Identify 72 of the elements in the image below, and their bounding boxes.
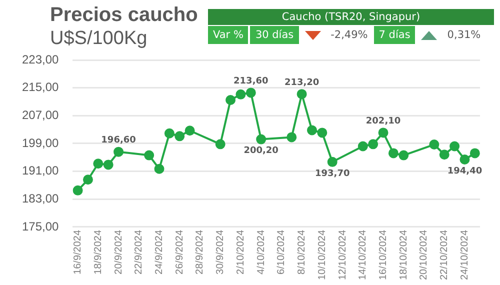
y-tick-label: 223,00 — [22, 52, 60, 66]
point — [82, 174, 93, 185]
x-tick-label: 16/10/2024 — [378, 230, 390, 280]
data-label: 194,40 — [447, 166, 482, 176]
point — [439, 150, 450, 160]
x-tick-label: 24/9/2024 — [154, 230, 166, 274]
x-tick-label: 14/10/2024 — [358, 230, 369, 280]
point — [103, 160, 114, 170]
x-tick-label: 22/10/2024 — [439, 230, 450, 280]
x-tick-label: 4/10/2024 — [256, 230, 267, 274]
x-tick-label: 12/10/2024 — [337, 230, 348, 280]
x-tick-label: 28/9/2024 — [194, 230, 206, 274]
y-tick-label: 199,00 — [22, 136, 60, 150]
data-label: 213,60 — [234, 76, 268, 87]
x-tick-label: 8/10/2024 — [296, 230, 308, 274]
point — [226, 95, 236, 105]
point — [174, 131, 185, 142]
point — [327, 156, 338, 167]
point — [368, 139, 378, 150]
point — [429, 140, 440, 150]
x-tick-label: 18/9/2024 — [92, 230, 104, 274]
y-tick-label: 175,00 — [22, 219, 60, 234]
point — [398, 150, 409, 160]
point — [144, 150, 154, 160]
point — [154, 164, 164, 174]
data-label: 196,60 — [101, 136, 136, 146]
text: 7 días — [374, 26, 416, 44]
data-label: 200,20 — [244, 146, 278, 156]
data-label: 213,20 — [284, 78, 320, 88]
point — [470, 148, 480, 158]
point — [256, 134, 266, 144]
point — [460, 154, 470, 164]
x-tick-label: 2/10/2024 — [235, 230, 246, 274]
point — [93, 158, 104, 169]
y-tick-label: 215,00 — [22, 80, 60, 94]
point — [296, 89, 307, 100]
point — [378, 128, 388, 138]
x-tick-label: 10/10/2024 — [316, 230, 328, 280]
chart-subtitle: U$S/100Kg — [50, 28, 148, 50]
x-tick-label: 22/9/2024 — [134, 230, 145, 274]
text: 0,31% — [446, 29, 482, 41]
y-tick-label: 207,00 — [22, 108, 60, 122]
point — [215, 139, 226, 150]
chart-title: Precios caucho — [50, 4, 198, 27]
x-tick-label: 26/9/2024 — [174, 230, 186, 274]
x-tick-label: 24/10/2024 — [459, 230, 470, 280]
data-label: 202,10 — [366, 116, 401, 127]
point — [246, 88, 256, 98]
x-tick-label: 30/9/2024 — [215, 230, 226, 274]
point — [358, 141, 368, 152]
x-tick-label: 16/9/2024 — [72, 230, 84, 274]
point — [286, 132, 297, 142]
point — [388, 148, 398, 158]
y-tick-label: 183,00 — [22, 191, 60, 206]
y-tick-label: 191,00 — [22, 164, 60, 178]
text: Caucho (TSR20, Singapur) — [208, 9, 494, 25]
point — [184, 126, 195, 136]
point — [114, 146, 124, 157]
point — [306, 125, 317, 136]
data-label: 193,70 — [314, 168, 350, 179]
text: 30 días — [250, 26, 299, 44]
text: Var % — [208, 26, 248, 44]
point — [236, 89, 246, 100]
point — [317, 128, 328, 138]
point — [72, 185, 83, 196]
x-tick-label: 20/9/2024 — [113, 230, 124, 274]
point — [164, 128, 174, 138]
text: -2,49% — [330, 29, 369, 41]
x-tick-label: 18/10/2024 — [398, 230, 410, 280]
point — [450, 141, 460, 152]
x-tick-label: 6/10/2024 — [276, 230, 288, 274]
x-tick-label: 20/10/2024 — [418, 230, 430, 280]
